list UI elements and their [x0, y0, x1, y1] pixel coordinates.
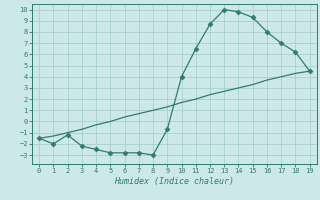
X-axis label: Humidex (Indice chaleur): Humidex (Indice chaleur) — [115, 177, 234, 186]
